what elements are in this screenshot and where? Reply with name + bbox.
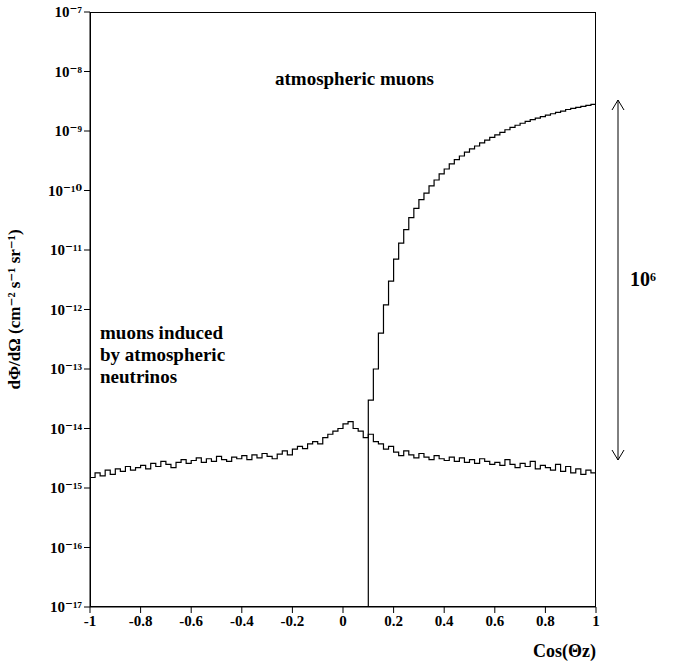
svg-text:-0.6: -0.6 [179, 613, 203, 629]
svg-text:10⁻¹⁷: 10⁻¹⁷ [50, 599, 82, 615]
svg-text:10⁻¹⁴: 10⁻¹⁴ [50, 421, 82, 437]
svg-text:0.6: 0.6 [485, 613, 504, 629]
svg-text:10⁻¹²: 10⁻¹² [50, 302, 82, 318]
html-text:muons induced: muons induced [100, 322, 223, 343]
html-text:neutrinos: neutrinos [100, 366, 178, 387]
svg-text:-0.2: -0.2 [281, 613, 305, 629]
svg-text:10⁻¹⁵: 10⁻¹⁵ [50, 480, 82, 496]
svg-text:0: 0 [339, 613, 347, 629]
svg-text:10⁻¹⁶: 10⁻¹⁶ [50, 540, 82, 556]
svg-text:dΦ/dΩ (cm⁻² s⁻¹ sr⁻¹): dΦ/dΩ (cm⁻² s⁻¹ sr⁻¹) [5, 229, 24, 389]
svg-text:10⁻¹⁰: 10⁻¹⁰ [48, 183, 82, 199]
svg-text:-0.4: -0.4 [230, 613, 254, 629]
svg-text:0.2: 0.2 [384, 613, 403, 629]
html-text:atmospheric muons: atmospheric muons [275, 68, 434, 89]
svg-text:Cos(Θz): Cos(Θz) [533, 641, 596, 662]
svg-text:1: 1 [592, 613, 600, 629]
svg-text:10⁻⁸: 10⁻⁸ [55, 64, 83, 80]
svg-text:10⁻¹³: 10⁻¹³ [50, 361, 82, 377]
svg-text:10⁻⁹: 10⁻⁹ [55, 123, 83, 139]
html-text:10⁶: 10⁶ [630, 268, 656, 290]
svg-text:-1: -1 [84, 613, 97, 629]
svg-text:0.8: 0.8 [536, 613, 555, 629]
svg-text:-0.8: -0.8 [129, 613, 153, 629]
svg-text:10⁻⁷: 10⁻⁷ [55, 4, 83, 20]
svg-text:0.4: 0.4 [435, 613, 454, 629]
svg-text:10⁻¹¹: 10⁻¹¹ [50, 242, 82, 258]
html-text:by atmospheric: by atmospheric [100, 344, 226, 365]
